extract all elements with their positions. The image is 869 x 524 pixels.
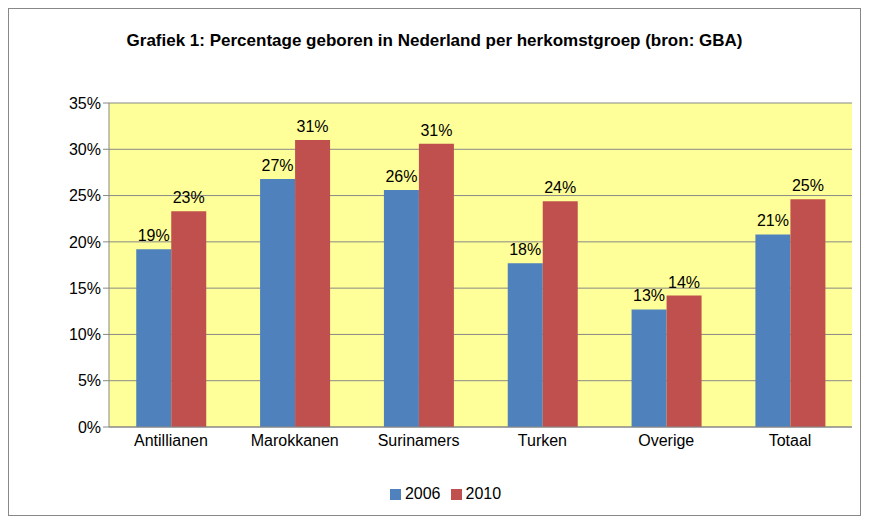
svg-text:Totaal: Totaal — [769, 432, 812, 449]
svg-text:23%: 23% — [173, 189, 205, 206]
svg-text:Overige: Overige — [638, 432, 694, 449]
svg-text:24%: 24% — [544, 179, 576, 196]
svg-text:25%: 25% — [792, 177, 824, 194]
svg-text:Antillianen: Antillianen — [134, 432, 208, 449]
svg-text:10%: 10% — [69, 326, 101, 343]
svg-text:25%: 25% — [69, 187, 101, 204]
html-text:2010: 2010 — [465, 485, 502, 502]
svg-text:26%: 26% — [385, 168, 417, 185]
svg-text:31%: 31% — [420, 122, 452, 139]
svg-text:0%: 0% — [78, 419, 101, 436]
svg-text:19%: 19% — [138, 227, 170, 244]
svg-text:21%: 21% — [757, 212, 789, 229]
svg-text:14%: 14% — [668, 274, 700, 291]
svg-text:Turken: Turken — [518, 432, 567, 449]
svg-text:Surinamers: Surinamers — [378, 432, 460, 449]
svg-text:Marokkanen: Marokkanen — [251, 432, 339, 449]
svg-text:18%: 18% — [509, 241, 541, 258]
svg-text:15%: 15% — [69, 280, 101, 297]
svg-text:27%: 27% — [262, 157, 294, 174]
svg-text:35%: 35% — [69, 95, 101, 112]
html-text:2006: 2006 — [404, 485, 441, 502]
svg-text:13%: 13% — [633, 287, 665, 304]
svg-text:31%: 31% — [297, 118, 329, 135]
html-text:Grafiek 1: Percentage geboren: Grafiek 1: Percentage geboren in Nederla… — [126, 31, 743, 50]
svg-text:20%: 20% — [69, 234, 101, 251]
svg-text:30%: 30% — [69, 141, 101, 158]
svg-text:5%: 5% — [78, 372, 101, 389]
